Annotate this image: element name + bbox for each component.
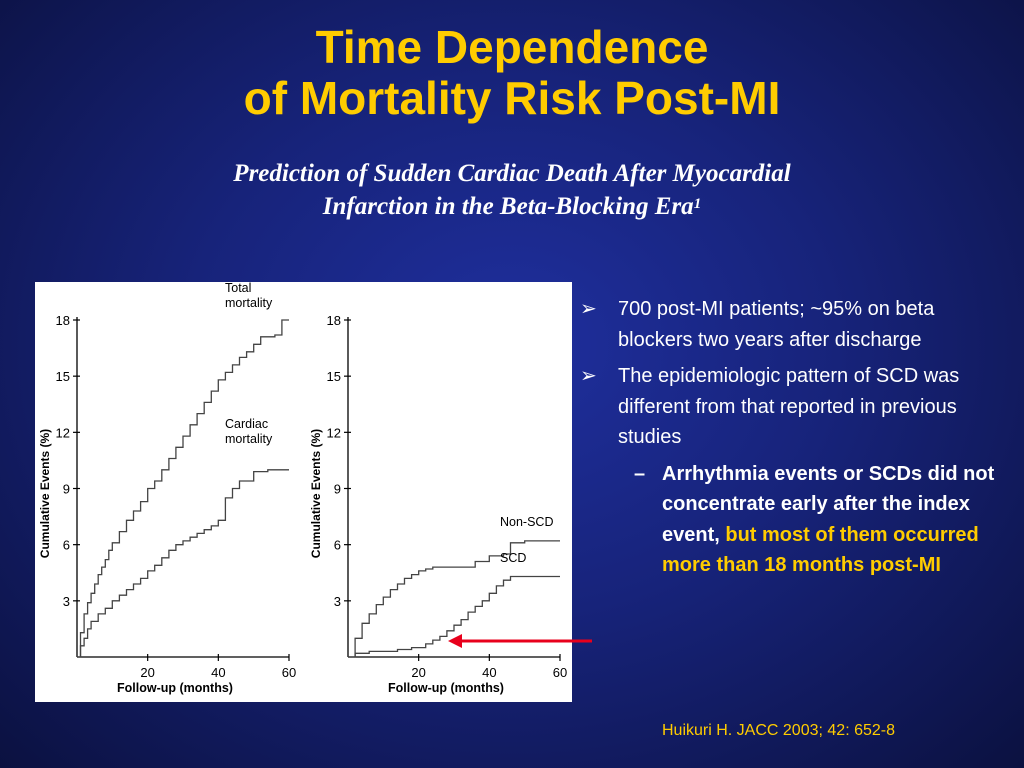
arrowhead-bullet-icon: ➢ — [580, 365, 597, 387]
bullet-list: ➢ 700 post-MI patients; ~95% on beta blo… — [580, 294, 1000, 581]
series-line-non-scd — [348, 540, 560, 658]
title-line-2: of Mortality Risk Post-MI — [243, 72, 781, 124]
y-tick-label-3: 3 — [63, 594, 70, 609]
slide-title: Time Dependence of Mortality Risk Post-M… — [0, 22, 1024, 124]
bullet-item-1: ➢ 700 post-MI patients; ~95% on beta blo… — [580, 294, 1000, 355]
dash-bullet-icon: – — [634, 462, 646, 485]
x-axis-label-2: Follow-up (months) — [388, 681, 504, 695]
subtitle-line-2-text: Infarction in the Beta-Blocking Era — [322, 193, 694, 220]
series-label-total-mortality: Total mortality — [225, 282, 273, 310]
y-tick-label-9: 9 — [334, 482, 341, 497]
sub-bullet-text-white: Arrhythmia events or SCDs did not concen… — [662, 462, 995, 546]
x-axis-label-1: Follow-up (months) — [117, 681, 233, 695]
series-line-cardiac-mortality — [77, 469, 289, 658]
bullet-item-2: ➢ The epidemiologic pattern of SCD was d… — [580, 361, 1000, 453]
subtitle-line-2: Infarction in the Beta-Blocking Era1 — [0, 190, 1024, 223]
y-axis-label-2: Cumulative Events (%) — [309, 429, 323, 558]
sub-bullet-text-highlight: but most of them occurred more than 18 m… — [662, 523, 979, 577]
x-tick-label-20: 20 — [140, 665, 154, 680]
sub-bullet-item: – Arrhythmia events or SCDs did not conc… — [580, 459, 1000, 581]
y-tick-label-9: 9 — [63, 482, 70, 497]
subtitle-line-1: Prediction of Sudden Cardiac Death After… — [233, 160, 791, 187]
x-tick-label-60: 60 — [553, 665, 567, 680]
series-line-scd — [348, 575, 560, 658]
y-tick-label-6: 6 — [63, 538, 70, 553]
slide-subtitle: Prediction of Sudden Cardiac Death After… — [0, 157, 1024, 223]
figure-svg: 3 6 9 12 15 18 20 40 60 Follow-up (months) Cumulat… — [38, 282, 567, 695]
arrowhead-bullet-icon: ➢ — [580, 298, 597, 320]
series-label-cardiac-mortality: Cardiac mortality — [225, 417, 273, 446]
series-label-non-scd: Non-SCD — [500, 515, 554, 529]
y-tick-label-15: 15 — [327, 369, 341, 384]
bullet-text-1: 700 post-MI patients; ~95% on beta block… — [618, 298, 935, 351]
x-tick-label-20: 20 — [411, 665, 425, 680]
kaplan-meier-figure: 3 6 9 12 15 18 20 40 60 Follow-up (months) Cumulat… — [35, 282, 572, 702]
y-tick-label-3: 3 — [334, 594, 341, 609]
title-line-1: Time Dependence — [315, 21, 709, 73]
x-tick-label-40: 40 — [211, 665, 225, 680]
series-line-total-mortality — [77, 319, 289, 658]
y-tick-label-12: 12 — [56, 425, 70, 440]
bullet-text-2: The epidemiologic pattern of SCD was dif… — [618, 365, 960, 448]
x-tick-label-60: 60 — [282, 665, 296, 680]
x-tick-label-40: 40 — [482, 665, 496, 680]
y-tick-label-12: 12 — [327, 425, 341, 440]
y-tick-label-6: 6 — [334, 538, 341, 553]
y-tick-label-18: 18 — [327, 313, 341, 328]
y-tick-label-15: 15 — [56, 369, 70, 384]
y-tick-label-18: 18 — [56, 313, 70, 328]
y-axis-label-1: Cumulative Events (%) — [38, 429, 52, 558]
subtitle-reference-mark: 1 — [693, 196, 702, 212]
series-label-scd: SCD — [500, 551, 526, 565]
citation: Huikuri H. JACC 2003; 42: 652-8 — [662, 722, 895, 739]
